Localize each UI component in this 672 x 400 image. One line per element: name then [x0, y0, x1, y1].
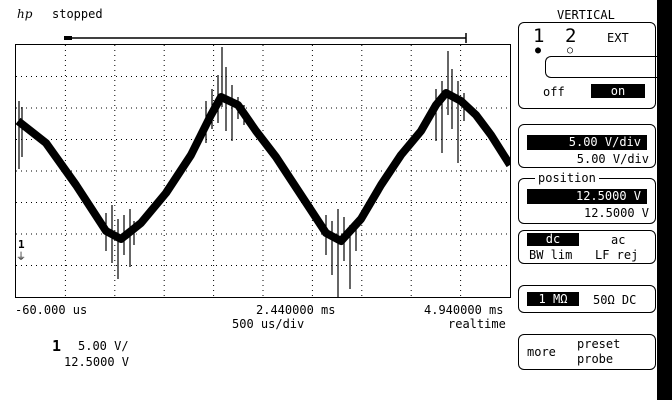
coupling-ac-option[interactable]: ac	[611, 233, 626, 247]
channel-scale: 5.00 V/	[78, 339, 129, 353]
position-key[interactable]: position 12.5000 V 12.5000 V	[518, 171, 656, 224]
impedance-1m-option[interactable]: 1 MΩ	[527, 292, 579, 306]
channel-offset: 12.5000 V	[64, 355, 130, 369]
time-right-readout: 4.940000 ms	[424, 303, 504, 317]
display-off-option[interactable]: off	[543, 85, 565, 99]
display-on-option[interactable]: on	[591, 84, 645, 98]
lf-reject-option[interactable]: LF rej	[595, 248, 639, 262]
channel-2-circle-icon: ○	[567, 45, 574, 56]
acquisition-status: stopped	[52, 7, 103, 21]
channel-number: 1	[52, 337, 62, 355]
channel-ground-marker[interactable]: 1	[18, 238, 25, 251]
scale-selected[interactable]: 5.00 V/div	[527, 135, 647, 150]
probe-label[interactable]: probe	[577, 352, 614, 366]
ext-label[interactable]: EXT	[607, 31, 629, 45]
position-selected[interactable]: 12.5000 V	[527, 189, 647, 204]
timebase-window-bar	[64, 33, 467, 43]
channel-1-dot-icon: ●	[535, 45, 542, 56]
ground-arrow-icon: ⏚	[16, 252, 26, 263]
hp-logo: hp	[17, 7, 33, 21]
scale-value: 5.00 V/div	[576, 152, 649, 166]
impedance-key[interactable]: 1 MΩ 50Ω DC	[518, 285, 656, 313]
waveform-noise	[18, 47, 465, 297]
coupling-dc-option[interactable]: dc	[527, 233, 579, 246]
acquisition-mode: realtime	[448, 317, 506, 331]
more-preset-key[interactable]: more preset probe	[518, 334, 656, 370]
coupling-key[interactable]: dc ac BW lim LF rej	[518, 230, 656, 264]
scale-key[interactable]: 5.00 V/div 5.00 V/div	[518, 124, 656, 168]
channel-1-label[interactable]: 1	[533, 25, 545, 47]
time-left-readout: -60.000 us	[15, 303, 88, 317]
position-label: position	[535, 171, 599, 185]
time-center-readout: 2.440000 ms	[256, 303, 336, 317]
bw-limit-option[interactable]: BW lim	[529, 248, 573, 262]
more-option[interactable]: more	[527, 345, 556, 359]
impedance-50-option[interactable]: 50Ω DC	[593, 293, 637, 307]
channel-key-divider	[545, 56, 657, 78]
channel-2-label[interactable]: 2	[565, 25, 577, 47]
right-edge-bar	[657, 0, 672, 400]
channel-select-key[interactable]: 1 ● 2 ○ EXT off on	[518, 22, 657, 109]
position-value: 12.5000 V	[583, 206, 649, 220]
time-per-div-readout: 500 us/div	[232, 317, 305, 331]
graticule-grid	[16, 45, 510, 297]
waveform-display[interactable]	[15, 44, 511, 298]
menu-title: VERTICAL	[557, 8, 615, 22]
preset-label[interactable]: preset	[577, 337, 621, 351]
